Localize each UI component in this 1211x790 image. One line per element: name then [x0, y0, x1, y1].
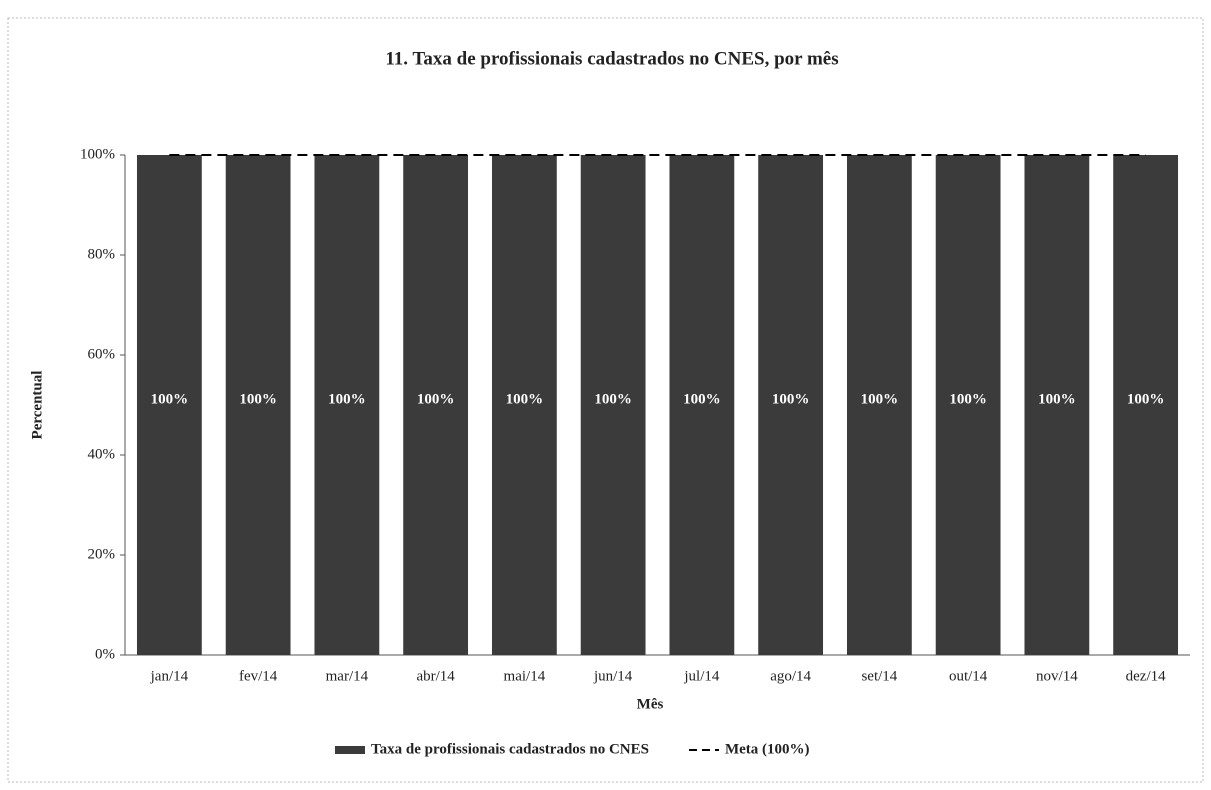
data-label: 100% [417, 391, 455, 407]
data-label: 100% [328, 391, 366, 407]
bar [225, 155, 291, 655]
bar [758, 155, 824, 655]
data-label: 100% [683, 391, 721, 407]
y-tick-label: 40% [88, 446, 116, 462]
bar [669, 155, 735, 655]
x-tick-label: abr/14 [416, 668, 455, 684]
bar [580, 155, 646, 655]
x-tick-label: fev/14 [239, 668, 278, 684]
legend-label: Taxa de profissionais cadastrados no CNE… [371, 741, 649, 757]
bar [314, 155, 380, 655]
data-label: 100% [1038, 391, 1076, 407]
bar [1024, 155, 1090, 655]
data-label: 100% [861, 391, 899, 407]
chart-frame [7, 17, 1204, 783]
bar [136, 155, 202, 655]
x-tick-label: dez/14 [1126, 668, 1166, 684]
x-tick-label: jan/14 [150, 668, 189, 684]
x-tick-label: out/14 [949, 668, 988, 684]
data-label: 100% [239, 391, 277, 407]
x-tick-label: set/14 [861, 668, 897, 684]
data-label: 100% [772, 391, 810, 407]
y-tick-label: 80% [88, 246, 116, 262]
legend-label: Meta (100%) [725, 741, 810, 757]
x-tick-label: mai/14 [504, 668, 546, 684]
bar [935, 155, 1001, 655]
bar [1113, 155, 1179, 655]
data-label: 100% [594, 391, 632, 407]
x-tick-label: mar/14 [326, 668, 369, 684]
data-label: 100% [506, 391, 544, 407]
data-label: 100% [1127, 391, 1165, 407]
legend-swatch [335, 746, 365, 754]
x-tick-label: ago/14 [770, 668, 811, 684]
y-tick-label: 60% [88, 346, 116, 362]
y-tick-label: 20% [88, 546, 116, 562]
x-tick-label: nov/14 [1036, 668, 1078, 684]
chart-title: 11. Taxa de profissionais cadastrados no… [385, 48, 838, 69]
bar [403, 155, 469, 655]
x-tick-label: jun/14 [593, 668, 633, 684]
x-tick-label: jul/14 [683, 668, 720, 684]
y-tick-label: 0% [95, 646, 115, 662]
bar [846, 155, 912, 655]
x-axis-title: Mês [637, 696, 664, 712]
data-label: 100% [949, 391, 987, 407]
bar [491, 155, 557, 655]
y-tick-label: 100% [80, 146, 115, 162]
y-axis-title: Percentual [29, 371, 45, 440]
data-label: 100% [151, 391, 189, 407]
